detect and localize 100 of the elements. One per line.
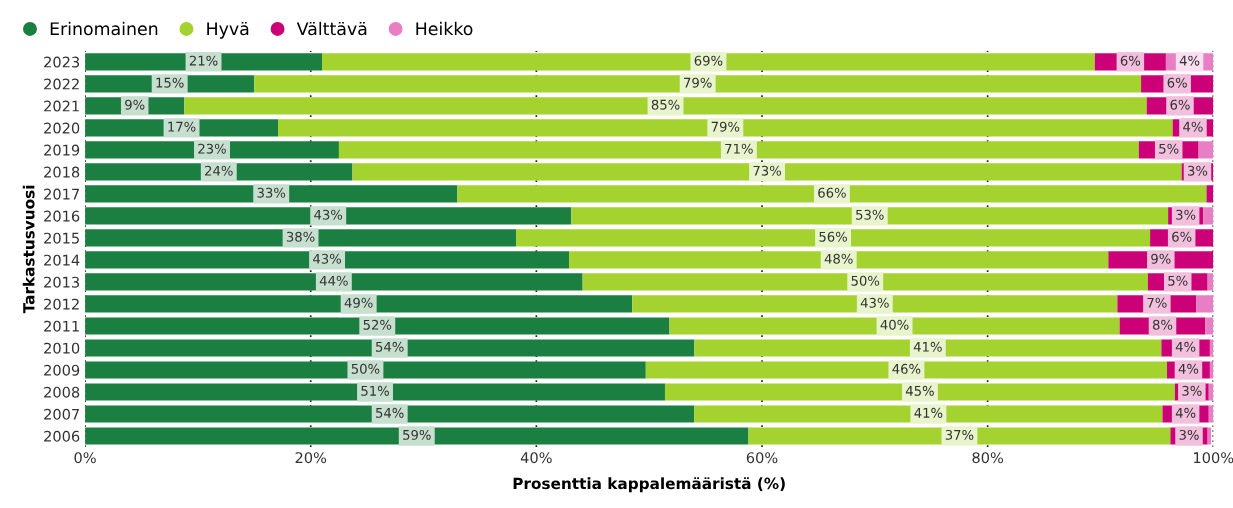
bar [85, 427, 749, 445]
data-label: 9% [1151, 253, 1171, 264]
data-label: 4% [1178, 363, 1199, 374]
y-tick-label: 2011 [44, 320, 79, 332]
x-tick-label: 100% [1194, 452, 1233, 464]
y-tick-label: 2018 [44, 166, 80, 178]
data-label: 79% [684, 77, 712, 88]
bar [322, 53, 1095, 71]
data-label: 41% [914, 407, 943, 418]
data-label: 69% [694, 55, 723, 66]
data-label: 50% [851, 275, 880, 286]
data-label: 45% [905, 385, 934, 396]
y-tick-label: 2013 [44, 276, 80, 288]
x-tick-label: 60% [746, 452, 778, 464]
data-label: 66% [818, 187, 846, 198]
bar [1209, 339, 1214, 357]
bar [669, 317, 1120, 335]
data-label: 40% [880, 319, 909, 330]
data-label: 41% [913, 341, 942, 352]
x-tick-label: 20% [295, 452, 327, 464]
data-label: 24% [205, 165, 233, 176]
data-label: 43% [313, 253, 342, 264]
y-tick-label: 2007 [44, 408, 79, 420]
data-label: 21% [189, 55, 218, 66]
data-label: 6% [1120, 55, 1141, 66]
bar [1207, 273, 1214, 291]
bar [352, 163, 1182, 181]
bar [632, 295, 1118, 313]
data-label: 56% [819, 231, 848, 242]
bar [85, 251, 570, 269]
data-label: 79% [711, 121, 740, 132]
bar [85, 273, 583, 291]
x-tick-label: 40% [520, 452, 552, 464]
data-label: 44% [319, 275, 348, 286]
bar [85, 383, 665, 401]
y-tick-label: 2014 [44, 254, 80, 266]
legend-label: Välttävä [296, 21, 367, 36]
y-tick-label: 2016 [44, 210, 80, 222]
data-label: 50% [351, 363, 380, 374]
bar [85, 339, 695, 357]
bar [645, 361, 1168, 379]
data-label: 53% [856, 209, 884, 220]
bar [569, 251, 1109, 269]
y-axis-title: Tarkastusvuosi [22, 185, 35, 314]
bar [85, 361, 646, 379]
bar [516, 229, 1151, 247]
data-label: 54% [376, 407, 404, 418]
bar [1196, 295, 1214, 313]
data-label: 7% [1147, 297, 1167, 308]
data-label: 17% [168, 121, 196, 132]
data-label: 4% [1175, 407, 1196, 418]
bar [85, 405, 695, 423]
data-label: 59% [403, 429, 431, 440]
y-tick-label: 2022 [44, 78, 79, 90]
bar [184, 97, 1147, 115]
x-tick-label: 0% [74, 452, 96, 464]
y-tick-label: 2017 [44, 188, 79, 200]
data-label: 85% [651, 99, 680, 110]
y-tick-label: 2008 [44, 386, 80, 398]
legend-label: Erinomainen [50, 21, 158, 36]
data-label: 46% [892, 363, 921, 374]
data-label: 6% [1172, 231, 1192, 242]
bar [748, 427, 1171, 445]
bar [1198, 141, 1214, 159]
bar [85, 317, 670, 335]
data-label: 54% [376, 341, 404, 352]
data-label: 37% [945, 429, 974, 440]
bar [1207, 427, 1212, 445]
data-label: 5% [1168, 275, 1188, 286]
data-label: 6% [1170, 99, 1190, 110]
bar [278, 119, 1173, 137]
bar [582, 273, 1148, 291]
x-axis-title: Prosenttia kappalemääristä (%) [513, 477, 785, 493]
bar [85, 295, 633, 313]
data-label: 23% [198, 143, 226, 154]
bar [457, 185, 1207, 203]
data-label: 52% [363, 319, 392, 330]
data-label: 3% [1188, 165, 1208, 176]
data-label: 33% [257, 187, 286, 198]
bar [1203, 207, 1214, 225]
legend-label: Hyvä [207, 21, 249, 39]
data-label: 51% [361, 385, 389, 396]
data-label: 43% [314, 209, 343, 220]
bar [254, 75, 1142, 93]
data-label: 4% [1175, 341, 1196, 352]
y-tick-label: 2010 [44, 342, 80, 354]
data-label: 5% [1159, 143, 1179, 154]
y-tick-label: 2020 [44, 122, 80, 134]
data-label: 3% [1182, 385, 1202, 396]
bar [1208, 383, 1214, 401]
y-tick-label: 2006 [44, 430, 80, 442]
y-tick-label: 2023 [44, 56, 80, 68]
bar [694, 405, 1163, 423]
data-label: 71% [725, 143, 753, 154]
bar [1208, 405, 1214, 423]
y-tick-label: 2019 [44, 144, 80, 156]
data-label: 4% [1183, 121, 1203, 132]
y-tick-label: 2012 [44, 298, 79, 310]
y-tick-label: 2015 [44, 232, 79, 244]
data-label: 48% [824, 253, 853, 264]
